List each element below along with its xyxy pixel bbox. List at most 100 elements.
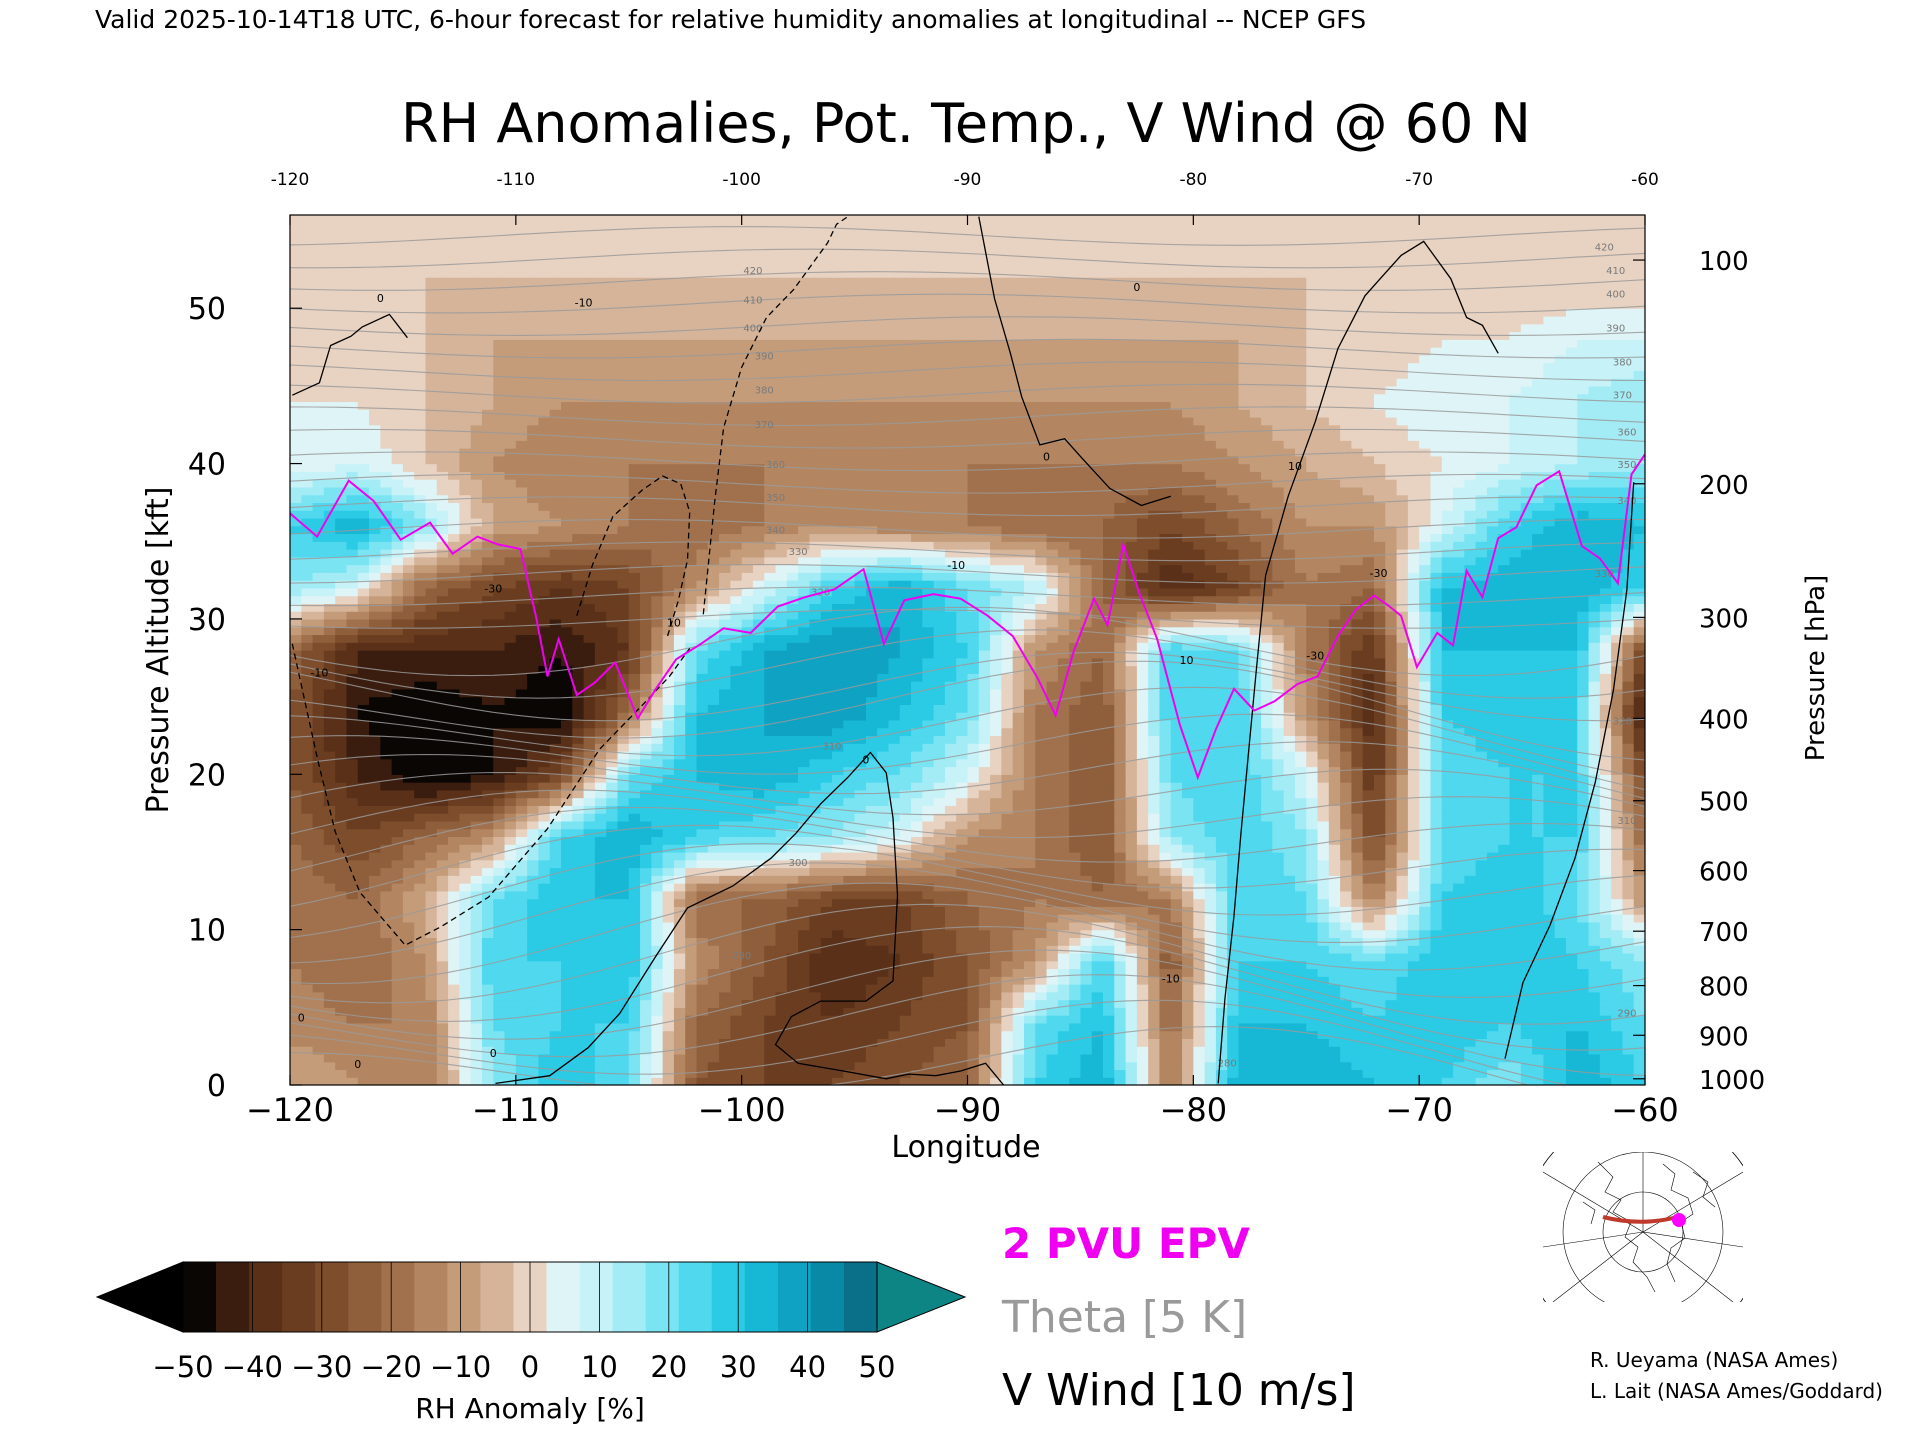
rh-cell bbox=[1001, 1069, 1014, 1078]
rh-cell bbox=[1351, 937, 1364, 946]
rh-cell bbox=[1328, 1007, 1341, 1016]
rh-cell bbox=[809, 797, 822, 806]
rh-cell bbox=[967, 952, 980, 962]
rh-cell bbox=[628, 1030, 641, 1039]
rh-cell bbox=[1565, 952, 1578, 962]
rh-cell bbox=[843, 851, 856, 861]
rh-cell bbox=[1407, 883, 1420, 892]
rh-cell bbox=[583, 1069, 596, 1078]
rh-cell bbox=[1340, 937, 1353, 946]
rh-cell bbox=[414, 859, 427, 869]
rh-cell bbox=[493, 1030, 506, 1039]
rh-cell bbox=[1543, 782, 1556, 791]
rh-cell bbox=[990, 836, 1002, 845]
rh-cell bbox=[1565, 859, 1578, 869]
rh-cell bbox=[391, 976, 404, 985]
rh-cell bbox=[594, 937, 607, 946]
rh-cell bbox=[899, 991, 912, 1001]
rh-cell bbox=[493, 774, 506, 783]
rh-cell bbox=[369, 836, 381, 845]
rh-cell bbox=[1283, 1030, 1296, 1039]
rh-cell bbox=[1238, 836, 1251, 845]
rh-cell bbox=[888, 999, 901, 1008]
rh-cell bbox=[1114, 836, 1127, 845]
rh-cell bbox=[651, 844, 664, 853]
rh-cell bbox=[425, 898, 438, 907]
rh-cell bbox=[572, 820, 585, 830]
rh-cell bbox=[1272, 1022, 1285, 1032]
rh-cell bbox=[843, 960, 856, 970]
rh-cell bbox=[956, 976, 969, 985]
rh-cell bbox=[888, 984, 901, 993]
rh-cell bbox=[1577, 890, 1590, 900]
rh-cell bbox=[470, 906, 483, 915]
rh-cell bbox=[1498, 976, 1511, 985]
rh-cell bbox=[594, 867, 607, 876]
rh-cell bbox=[1080, 867, 1093, 876]
rh-cell bbox=[1430, 1038, 1443, 1047]
rh-cell bbox=[1543, 929, 1556, 939]
rh-cell bbox=[493, 813, 506, 822]
rh-cell bbox=[1543, 1015, 1556, 1024]
rh-cell bbox=[357, 859, 370, 869]
rh-cell bbox=[1599, 1015, 1612, 1024]
rh-cell bbox=[335, 758, 348, 768]
rh-cell bbox=[1080, 890, 1093, 900]
rh-cell bbox=[1340, 945, 1353, 954]
rh-cell bbox=[1464, 1069, 1477, 1078]
rh-cell bbox=[448, 921, 460, 931]
rh-cell bbox=[888, 921, 901, 931]
rh-cell bbox=[527, 1030, 540, 1039]
rh-cell bbox=[640, 898, 652, 907]
rh-cell bbox=[990, 1069, 1002, 1078]
rh-cell bbox=[1193, 999, 1206, 1008]
rh-cell bbox=[877, 774, 890, 783]
rh-cell bbox=[504, 960, 517, 970]
rh-cell bbox=[673, 984, 686, 993]
rh-cell bbox=[414, 1015, 427, 1024]
rh-cell bbox=[594, 945, 607, 954]
rh-cell bbox=[312, 836, 325, 845]
rh-cell bbox=[911, 820, 923, 830]
rh-cell bbox=[865, 1022, 878, 1032]
rh-cell bbox=[1046, 883, 1059, 892]
rh-cell bbox=[380, 906, 393, 915]
rh-cell bbox=[719, 929, 731, 939]
rh-cell bbox=[1430, 851, 1443, 861]
rh-cell bbox=[1227, 937, 1240, 946]
rh-cell bbox=[572, 836, 585, 845]
rh-cell bbox=[572, 968, 585, 977]
rh-cell bbox=[459, 976, 472, 985]
rh-cell bbox=[391, 945, 404, 954]
rh-cell bbox=[481, 859, 494, 869]
rh-cell bbox=[1283, 820, 1296, 830]
rh-cell bbox=[391, 1007, 404, 1016]
rh-cell bbox=[369, 991, 381, 1001]
rh-cell bbox=[786, 1030, 799, 1039]
rh-cell bbox=[685, 991, 698, 1001]
rh-cell bbox=[707, 859, 720, 869]
rh-cell bbox=[1080, 937, 1093, 946]
rh-cell bbox=[1419, 851, 1432, 861]
rh-cell bbox=[696, 766, 709, 775]
rh-cell bbox=[1340, 1015, 1353, 1024]
rh-cell bbox=[606, 890, 619, 900]
rh-cell bbox=[719, 805, 731, 814]
rh-cell bbox=[1532, 999, 1544, 1008]
rh-cell bbox=[1351, 1015, 1364, 1024]
rh-cell bbox=[1532, 828, 1544, 838]
rh-cell bbox=[583, 890, 596, 900]
rh-cell bbox=[1001, 898, 1014, 907]
rh-cell bbox=[357, 952, 370, 962]
rh-cell bbox=[515, 898, 528, 907]
rh-cell bbox=[752, 789, 765, 799]
rh-cell bbox=[1328, 789, 1341, 799]
rh-cell bbox=[357, 758, 370, 768]
rh-cell bbox=[1204, 1030, 1217, 1039]
rh-cell bbox=[391, 1030, 404, 1039]
rh-cell bbox=[1193, 789, 1206, 799]
rh-cell bbox=[572, 1022, 585, 1032]
rh-cell bbox=[1599, 774, 1612, 783]
rh-cell bbox=[617, 1061, 630, 1071]
rh-cell bbox=[1464, 805, 1477, 814]
